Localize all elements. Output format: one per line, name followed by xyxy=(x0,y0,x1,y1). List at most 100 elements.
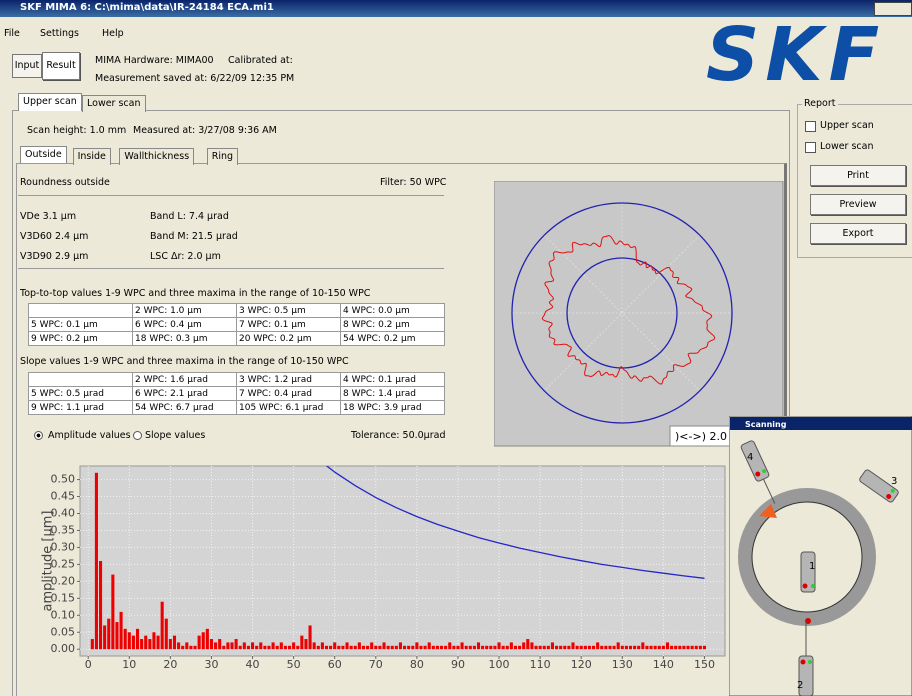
table-cell: 4 WPC: 0.0 µm xyxy=(341,304,445,318)
bar xyxy=(230,642,233,649)
bar xyxy=(428,642,431,649)
bar xyxy=(456,646,459,649)
y-tick-label: 0.05 xyxy=(51,625,76,638)
x-tick-label: 140 xyxy=(653,658,674,671)
bar xyxy=(613,646,616,649)
sub-tab[interactable]: Inside xyxy=(73,148,111,165)
sub-tab[interactable]: Ring xyxy=(207,148,238,165)
menu-item[interactable]: File xyxy=(4,28,20,39)
bar xyxy=(539,646,542,649)
x-tick-label: 90 xyxy=(451,658,465,671)
table-row: 5 WPC: 0.5 µrad6 WPC: 2.1 µrad7 WPC: 0.4… xyxy=(29,387,445,401)
report-button[interactable]: Preview xyxy=(810,194,906,215)
bar xyxy=(304,639,307,649)
bar xyxy=(111,575,114,650)
bar xyxy=(666,642,669,649)
x-tick-label: 60 xyxy=(328,658,342,671)
tab-result[interactable]: Result xyxy=(42,52,80,80)
bar xyxy=(637,646,640,649)
bar xyxy=(103,625,106,649)
table-cell: 6 WPC: 2.1 µrad xyxy=(133,387,237,401)
checkbox-label: Lower scan xyxy=(820,141,874,152)
bar xyxy=(584,646,587,649)
table-cell xyxy=(29,373,133,387)
separator xyxy=(18,195,444,196)
bar xyxy=(272,642,275,649)
table-cell: 7 WPC: 0.1 µm xyxy=(237,318,341,332)
sub-tab[interactable]: Outside xyxy=(20,146,67,163)
bar xyxy=(567,646,570,649)
bar xyxy=(140,639,143,649)
bar xyxy=(309,625,312,649)
bar xyxy=(280,642,283,649)
bar xyxy=(161,602,164,650)
bar xyxy=(424,646,427,649)
sensor-label: 2 xyxy=(797,680,803,691)
sub-tab[interactable]: Wallthickness xyxy=(119,148,194,165)
bar xyxy=(362,646,365,649)
bar xyxy=(325,646,328,649)
roundness-title: Roundness outside xyxy=(20,177,110,188)
bar xyxy=(333,642,336,649)
table-row: 9 WPC: 0.2 µm18 WPC: 0.3 µm20 WPC: 0.2 µ… xyxy=(29,332,445,346)
bar xyxy=(366,646,369,649)
bar xyxy=(440,646,443,649)
bar xyxy=(502,646,505,649)
bar xyxy=(300,636,303,650)
bar xyxy=(276,646,279,649)
tab-input[interactable]: Input xyxy=(12,54,42,78)
menu-item[interactable]: Settings xyxy=(40,28,79,39)
report-button[interactable]: Export xyxy=(810,223,906,244)
y-tick-label: 0.50 xyxy=(51,473,76,486)
bar xyxy=(267,646,270,649)
tab-lower[interactable]: Lower scan xyxy=(82,95,146,112)
sensor-label: 3 xyxy=(891,476,897,487)
bar xyxy=(699,646,702,649)
table-cell: 4 WPC: 0.1 µrad xyxy=(341,373,445,387)
bar xyxy=(378,646,381,649)
bar xyxy=(313,642,316,649)
bar xyxy=(177,642,180,649)
bar xyxy=(181,646,184,649)
bar xyxy=(152,632,155,649)
bar xyxy=(120,612,123,649)
bar xyxy=(621,646,624,649)
table-cell: 5 WPC: 0.5 µrad xyxy=(29,387,133,401)
bar xyxy=(465,646,468,649)
radio-amplitude[interactable] xyxy=(34,431,43,440)
x-tick-label: 80 xyxy=(410,658,424,671)
metric: VDe 3.1 µm xyxy=(20,211,76,222)
bar xyxy=(604,646,607,649)
metric: LSC Δr: 2.0 µm xyxy=(150,251,221,262)
bar xyxy=(350,646,353,649)
bar xyxy=(329,646,332,649)
tab-upper[interactable]: Upper scan xyxy=(18,93,82,111)
bar xyxy=(658,646,661,649)
bar xyxy=(374,646,377,649)
bar xyxy=(341,646,344,649)
report-button[interactable]: Print xyxy=(810,165,906,186)
bar xyxy=(165,619,168,650)
polar-scale: )<->) 2.0 xyxy=(675,430,727,443)
bar xyxy=(477,642,480,649)
bar xyxy=(654,646,657,649)
bar xyxy=(473,646,476,649)
bar xyxy=(173,636,176,650)
plot-area xyxy=(80,466,725,656)
bar xyxy=(510,642,513,649)
radio-slope[interactable] xyxy=(133,431,142,440)
bar xyxy=(703,646,706,649)
bar xyxy=(255,646,258,649)
bar xyxy=(95,473,98,649)
bar xyxy=(498,642,501,649)
bar xyxy=(226,642,229,649)
checkbox[interactable] xyxy=(805,142,816,153)
bar xyxy=(489,646,492,649)
scanning-title: Scanning xyxy=(745,420,787,429)
sensor-label: 4 xyxy=(747,452,753,463)
checkbox[interactable] xyxy=(805,121,816,132)
table-cell: 9 WPC: 1.1 µrad xyxy=(29,401,133,415)
x-tick-label: 150 xyxy=(694,658,715,671)
bar xyxy=(210,639,213,649)
menu-item[interactable]: Help xyxy=(102,28,124,39)
